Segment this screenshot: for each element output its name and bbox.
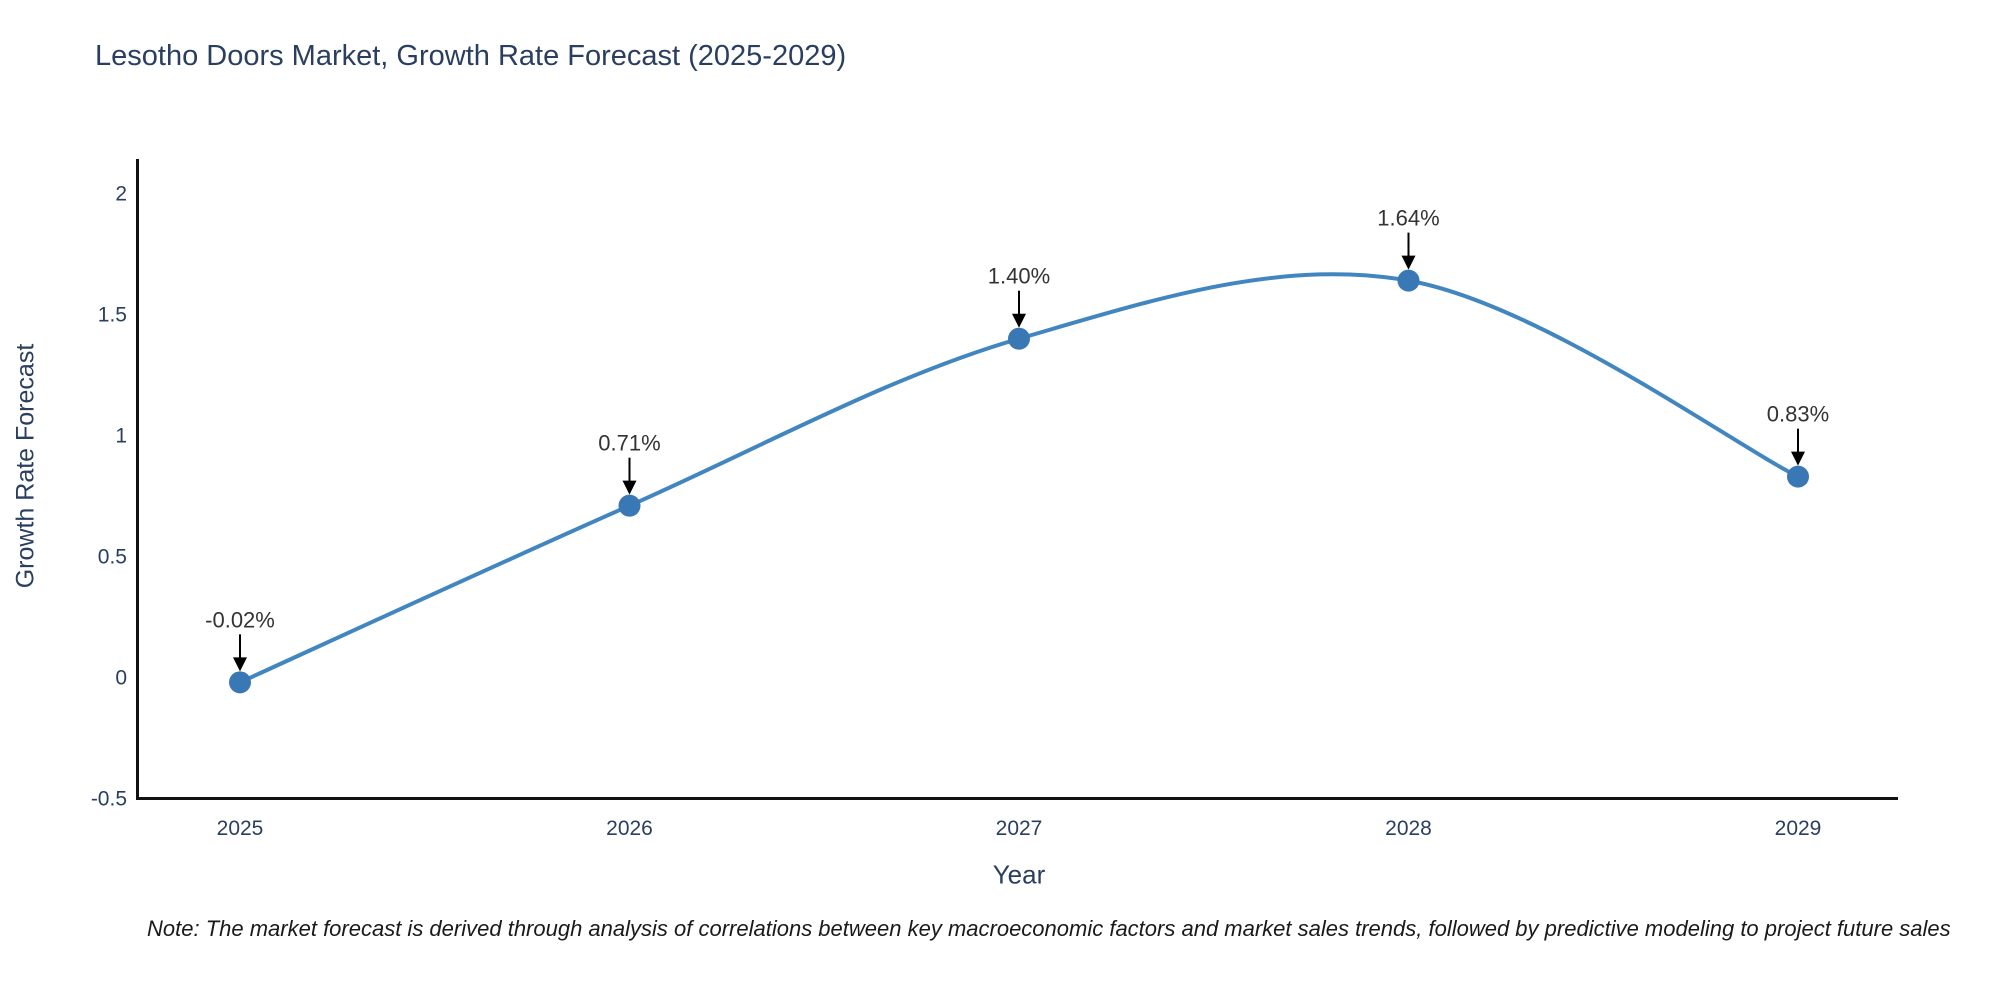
point-annotation: 0.83% [1767,402,1829,427]
annotation-arrowhead [622,480,637,495]
x-tick-label: 2027 [996,817,1043,840]
x-tick-label: 2029 [1775,817,1822,840]
annotation-arrowhead [1012,313,1026,328]
point-annotation: 1.64% [1377,206,1439,231]
point-annotation: 0.71% [598,431,660,456]
y-tick-label: -0.5 [91,788,127,811]
annotation-arrowhead [1791,451,1805,466]
data-point [1787,465,1809,488]
data-point [618,494,641,517]
annotation-arrowhead [233,657,247,672]
y-tick-label: 0.5 [98,546,127,569]
data-point [1397,269,1420,292]
x-tick-label: 2025 [217,817,264,840]
x-axis-title: Year [992,859,1046,890]
annotation-arrowhead [1401,255,1416,270]
footnote: Note: The market forecast is derived thr… [147,916,1951,941]
y-tick-label: 0 [115,667,127,690]
x-tick-label: 2026 [606,817,653,840]
point-annotation: 1.40% [988,264,1050,289]
x-tick-label: 2028 [1385,817,1432,840]
data-point [229,671,251,694]
y-tick-label: 1.5 [98,304,127,327]
data-point [1008,327,1030,350]
chart-title: Lesotho Doors Market, Growth Rate Foreca… [95,40,847,72]
y-tick-label: 1 [115,425,127,448]
y-tick-label: 2 [115,183,127,206]
point-annotation: -0.02% [205,607,275,632]
